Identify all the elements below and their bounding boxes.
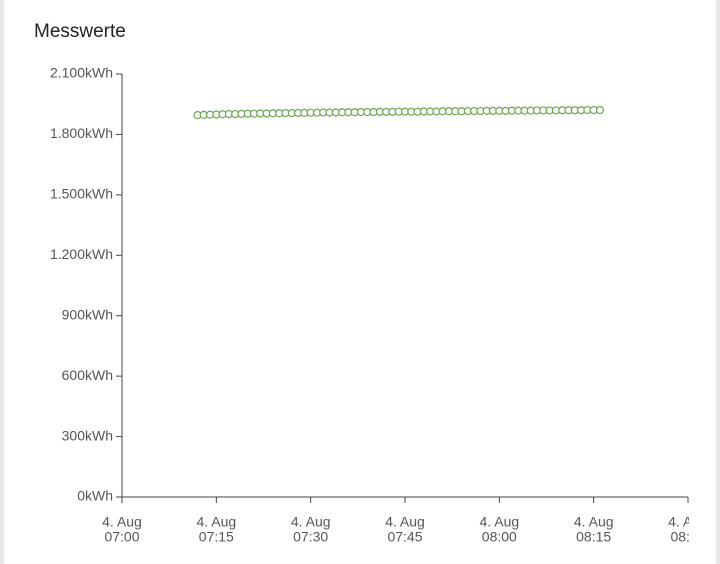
x-tick-label: 4. Aug: [385, 514, 425, 530]
x-tick-label: 08:00: [482, 529, 517, 545]
y-tick-label: 2.100kWh: [50, 65, 113, 81]
x-tick-label: 4. Aug: [479, 514, 519, 530]
y-tick-label: 900kWh: [62, 306, 113, 322]
y-tick-label: 1.800kWh: [50, 125, 113, 141]
x-tick-label: 07:15: [199, 529, 234, 545]
x-tick-label: 4. Aug: [668, 514, 708, 530]
x-tick-label: 4. Aug: [196, 514, 236, 530]
x-tick-label: 07:00: [104, 529, 139, 545]
x-tick-label: 08:30: [670, 529, 705, 545]
x-tick-label: 08:15: [576, 529, 611, 545]
y-tick-label: 0kWh: [77, 488, 113, 504]
x-tick-label: 4. Aug: [574, 514, 614, 530]
y-tick-label: 300kWh: [62, 427, 113, 443]
y-tick-label: 600kWh: [62, 367, 113, 383]
chart-title: Messwerte: [34, 21, 126, 42]
card: [4, 0, 716, 564]
point: [595, 105, 605, 115]
y-tick-label: 1.200kWh: [50, 246, 113, 262]
x-tick-label: 07:45: [387, 529, 422, 545]
x-tick-label: 4. Aug: [102, 514, 142, 530]
x-tick-label: 07:30: [293, 529, 328, 545]
y-tick-label: 1.500kWh: [50, 186, 113, 202]
x-tick-label: 4. Aug: [291, 514, 331, 530]
